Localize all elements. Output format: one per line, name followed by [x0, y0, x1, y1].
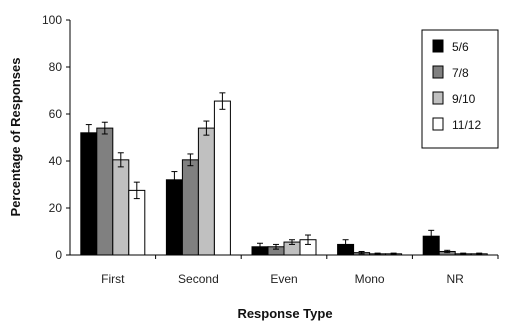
x-axis-ticks: First Second Even Mono NR [101, 255, 499, 286]
error-bar [289, 239, 295, 245]
bars [80, 100, 488, 256]
error-bar [171, 171, 178, 189]
error-bar [273, 243, 279, 250]
error-bar [460, 252, 467, 256]
legend-label: 5/6 [452, 40, 469, 54]
legend-item: 11/12 [432, 117, 481, 132]
legend-label: 9/10 [452, 92, 476, 106]
bar [181, 159, 199, 256]
legend-swatch [432, 65, 444, 79]
error-bar [342, 239, 349, 250]
legend-item: 9/10 [432, 91, 476, 106]
legend-swatch [432, 91, 444, 105]
y-tick-label: 20 [49, 201, 63, 215]
error-bar [428, 229, 435, 243]
y-tick-label: 60 [49, 107, 63, 121]
y-tick-label: 0 [55, 248, 62, 262]
legend: 5/6 7/8 9/10 11/12 [421, 29, 499, 149]
bar [80, 132, 98, 256]
legend-label: 11/12 [452, 118, 481, 132]
error-bar [305, 234, 311, 245]
error-bar [219, 92, 226, 110]
error-bar [187, 153, 194, 167]
bar [213, 100, 231, 256]
x-axis-title: Response Type [237, 306, 332, 321]
error-bar [101, 121, 108, 135]
x-tick-label: Second [178, 272, 219, 286]
bar [197, 127, 215, 256]
bar [165, 179, 183, 256]
y-tick-label: 100 [42, 13, 62, 27]
y-tick-label: 40 [49, 154, 63, 168]
error-bar [257, 242, 263, 251]
x-tick-label: NR [447, 272, 465, 286]
x-tick-label: Mono [355, 272, 385, 286]
error-bar [374, 252, 381, 256]
legend-swatch [432, 117, 444, 131]
bar [128, 189, 146, 256]
legend-item: 7/8 [432, 65, 469, 80]
error-bar [117, 152, 124, 168]
error-bar [476, 252, 483, 256]
y-axis-ticks: 0 20 40 60 80 100 [42, 13, 70, 262]
x-tick-label: Even [270, 272, 297, 286]
error-bar [133, 181, 140, 200]
bar [96, 127, 114, 256]
bar [112, 159, 130, 256]
error-bar [390, 252, 397, 256]
error-bar [444, 249, 451, 254]
error-bar [85, 124, 92, 142]
legend-swatch [432, 39, 444, 53]
error-bar [203, 120, 210, 136]
y-tick-label: 80 [49, 60, 63, 74]
legend-label: 7/8 [452, 66, 469, 80]
error-bars [85, 92, 483, 256]
legend-item: 5/6 [432, 39, 469, 54]
y-axis-title: Percentage of Responses [8, 58, 23, 217]
error-bar [358, 250, 365, 255]
x-tick-label: First [101, 272, 125, 286]
